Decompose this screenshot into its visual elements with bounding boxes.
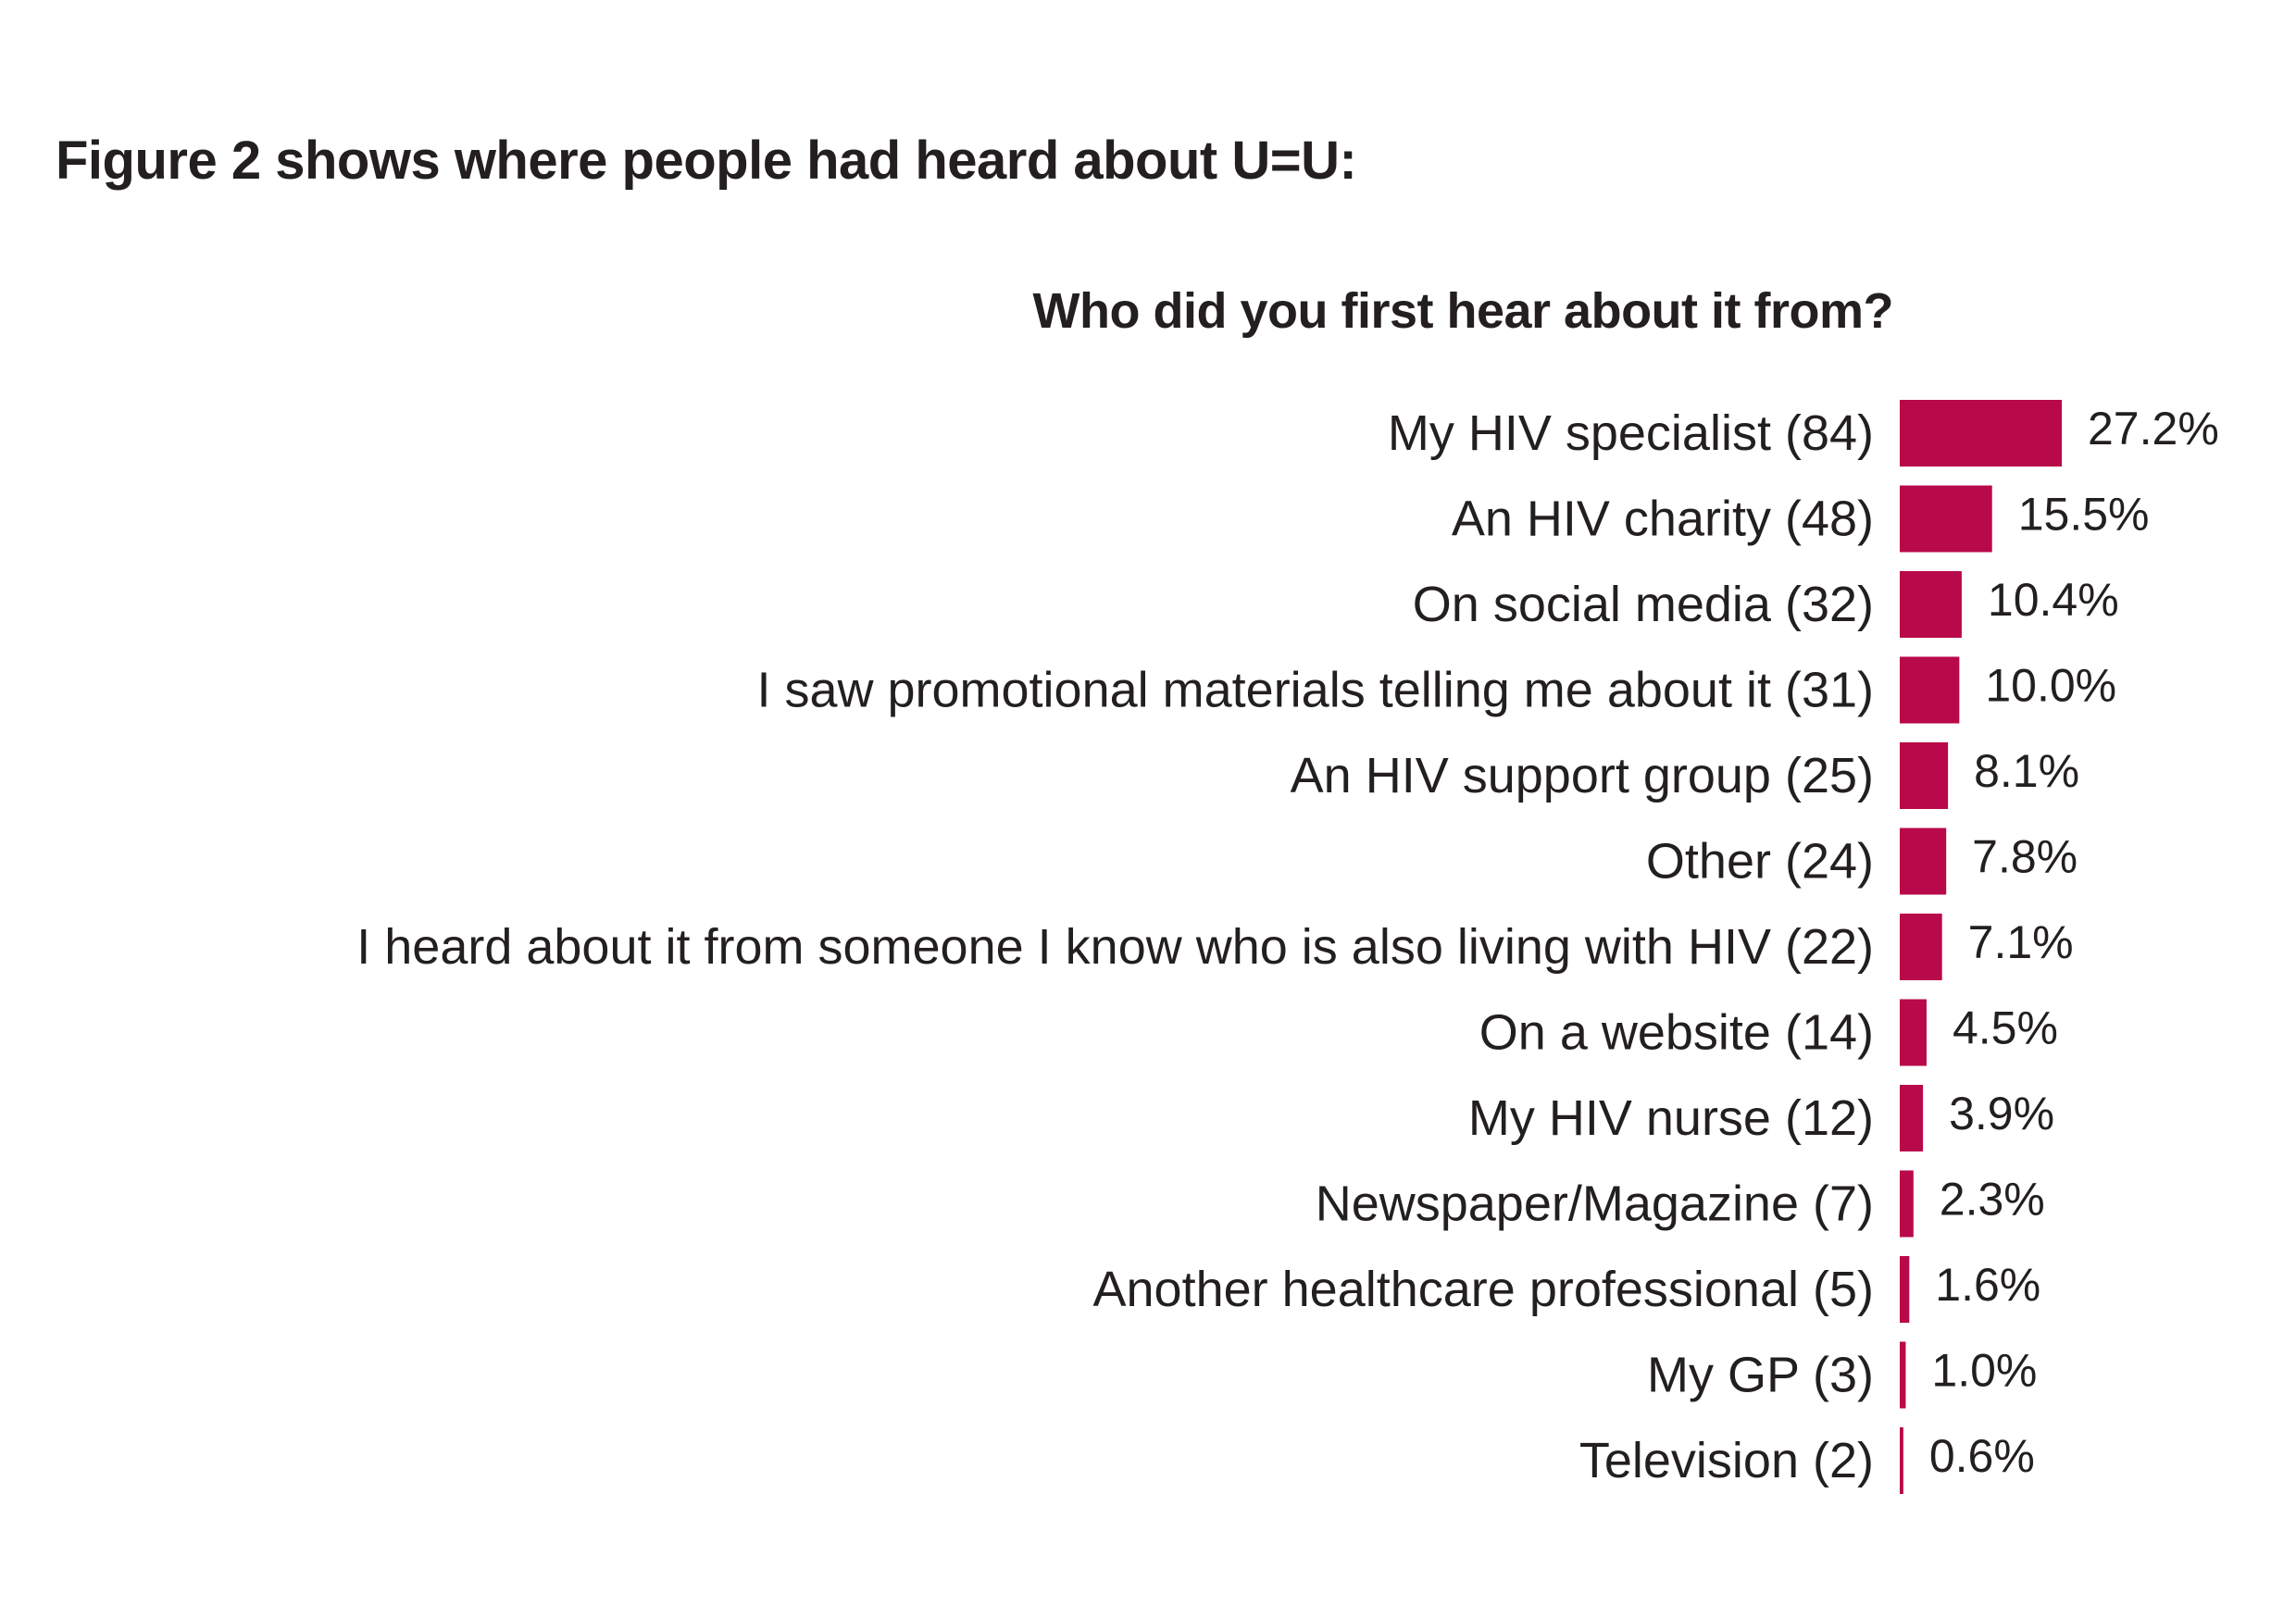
value-label-6: 7.8% <box>1972 831 2078 883</box>
category-label-6: Other (24) <box>1646 834 1874 890</box>
category-label-2: An HIV charity (48) <box>1452 492 1874 547</box>
value-label-1: 27.2% <box>2088 403 2219 454</box>
bar-8 <box>1900 999 1927 1066</box>
category-label-12: My GP (3) <box>1647 1348 1874 1403</box>
value-label-11: 1.6% <box>1935 1259 2040 1311</box>
bar-11 <box>1900 1256 1910 1323</box>
value-label-9: 3.9% <box>1949 1088 2054 1139</box>
bar-9 <box>1900 1085 1924 1151</box>
value-label-4: 10.0% <box>1985 660 2116 712</box>
value-label-7: 7.1% <box>1968 916 2074 968</box>
category-label-13: Television (2) <box>1579 1433 1874 1488</box>
category-label-10: Newspaper/Magazine (7) <box>1316 1176 1874 1232</box>
value-label-2: 15.5% <box>2018 489 2150 541</box>
category-labels: My HIV specialist (84) An HIV charity (48… <box>356 405 1874 1488</box>
bar-2 <box>1900 485 1992 553</box>
value-label-12: 1.0% <box>1931 1345 2037 1397</box>
bar-10 <box>1900 1170 1914 1238</box>
category-label-8: On a website (14) <box>1479 1005 1874 1061</box>
bar-5 <box>1900 742 1949 809</box>
category-label-5: An HIV support group (25) <box>1291 748 1874 803</box>
category-label-4: I saw promotional materials telling me a… <box>756 663 1874 718</box>
bar-6 <box>1900 828 1947 895</box>
value-label-3: 10.4% <box>1988 574 2119 626</box>
category-label-7: I heard about it from someone I know who… <box>356 919 1874 975</box>
value-label-8: 4.5% <box>1953 1002 2058 1054</box>
bars-layer <box>1900 400 2062 1494</box>
value-label-13: 0.6% <box>1929 1430 2035 1482</box>
bar-13 <box>1900 1427 1903 1494</box>
bar-7 <box>1900 914 1942 980</box>
bar-12 <box>1900 1341 1906 1409</box>
bar-3 <box>1900 571 1962 638</box>
category-label-9: My HIV nurse (12) <box>1468 1090 1874 1146</box>
category-label-11: Another healthcare professional (5) <box>1093 1262 1875 1317</box>
figure-heading: Figure 2 shows where people had heard ab… <box>56 131 1357 191</box>
value-label-10: 2.3% <box>1940 1174 2045 1226</box>
category-label-1: My HIV specialist (84) <box>1388 405 1874 461</box>
value-label-5: 8.1% <box>1974 745 2079 797</box>
category-label-3: On social media (32) <box>1413 577 1874 632</box>
bar-1 <box>1900 400 2062 467</box>
bar-4 <box>1900 656 1960 724</box>
value-labels: 27.2% 15.5% 10.4% 10.0% 8.1% 7.8% 7.1% 4.5% 3.9%… <box>1929 403 2219 1482</box>
chart-title: Who did you first hear about it from? <box>1032 283 1894 339</box>
